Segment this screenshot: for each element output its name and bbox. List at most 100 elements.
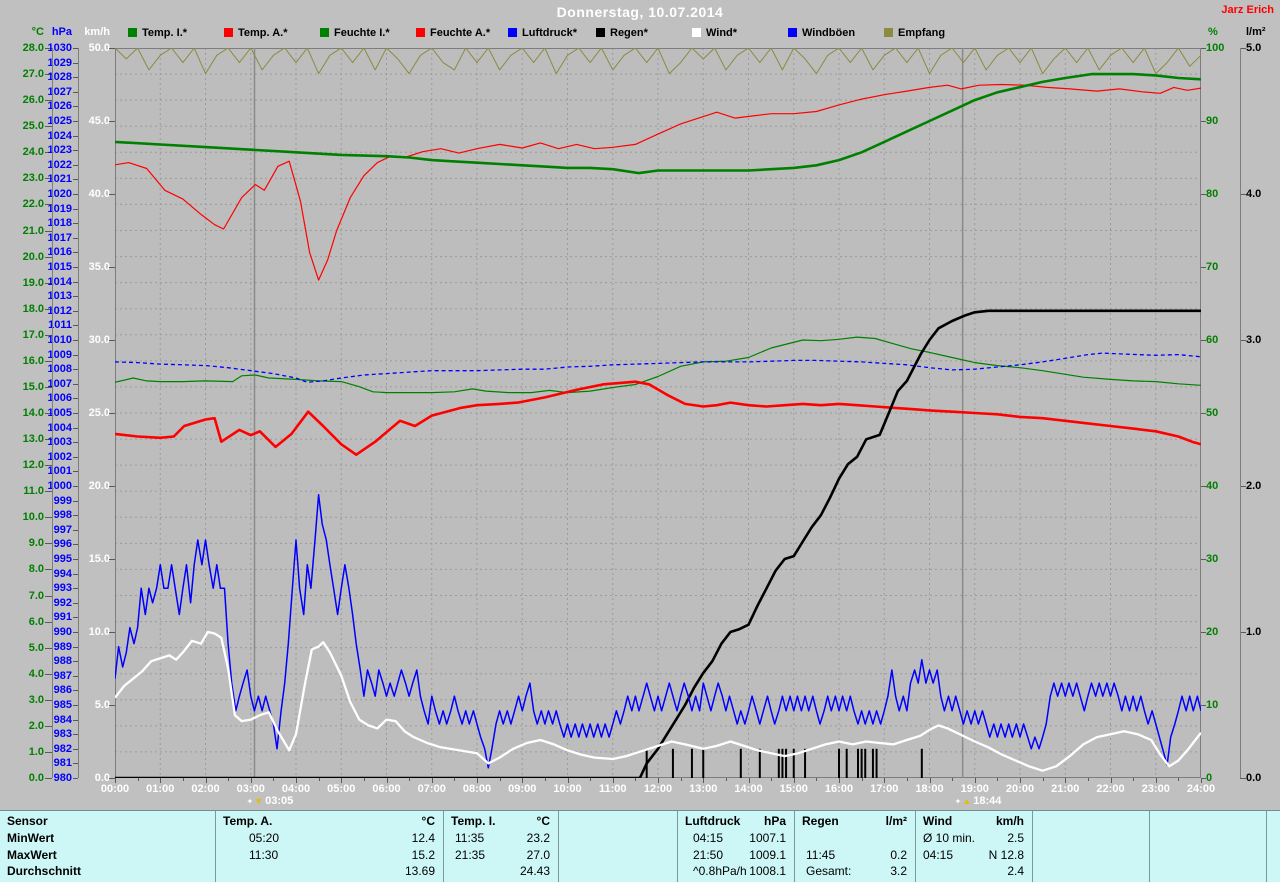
tickmark-hpa [73, 690, 78, 692]
x-tickmark [160, 778, 162, 783]
tick-lm2: 1.0 [1246, 626, 1262, 638]
table-cell-time: 11:35 [455, 831, 485, 845]
tickmark-hpa [73, 267, 78, 268]
tickmark-kmh [109, 486, 115, 487]
x-tickmark [1178, 778, 1180, 781]
tickmark-degc [45, 725, 52, 727]
tick-hpa: 1001 [47, 465, 72, 478]
tick-degc: 0.0 [28, 772, 44, 784]
tick-hpa: 989 [53, 640, 72, 653]
legend-item-wind-: Wind* [692, 27, 737, 39]
tick-hpa: 1026 [47, 100, 72, 113]
tick-pct: 90 [1206, 115, 1219, 127]
x-tickmark [635, 778, 637, 781]
legend-swatch-blue [788, 28, 797, 37]
tick-hpa: 1030 [47, 42, 72, 54]
x-tick-label: 01:00 [146, 783, 175, 795]
tickmark-hpa [73, 223, 78, 225]
tick-degc: 1.0 [28, 745, 44, 758]
x-tick-label: 03:00 [236, 783, 265, 795]
table-row-label: Durchschnitt [7, 864, 82, 878]
tick-hpa: 988 [53, 655, 72, 668]
x-tickmark [1155, 778, 1157, 783]
legend-item-temp-i-: Temp. I.* [128, 27, 187, 39]
tickmark-degc [45, 439, 52, 441]
tick-kmh: 50.0 [88, 42, 110, 54]
tick-degc: 28.0 [22, 42, 44, 54]
legend-swatch-black [596, 28, 605, 37]
x-tickmark [590, 778, 592, 781]
tick-hpa: 1002 [47, 450, 72, 463]
series-regen [115, 309, 1201, 778]
x-tick-label: 12:00 [643, 783, 673, 795]
tickmark-pct [1201, 340, 1206, 341]
tickmark-kmh [109, 48, 115, 49]
tickmark-hpa [73, 734, 78, 736]
x-tickmark [273, 778, 275, 781]
x-tickmark [363, 778, 365, 781]
table-cell-value: 2.5 [1007, 831, 1024, 845]
tick-hpa: 1022 [47, 158, 72, 171]
tick-kmh: 35.0 [88, 261, 110, 273]
series-feuchte-a- [115, 83, 1201, 281]
tickmark-degc [45, 647, 52, 649]
tick-kmh: 40.0 [88, 188, 110, 200]
tick-pct: 20 [1206, 626, 1219, 638]
tickmark-kmh [109, 267, 115, 268]
x-tick-label: 14:00 [734, 783, 763, 795]
tickmark-pct [1201, 194, 1206, 195]
legend-label: Feuchte I.* [334, 27, 390, 39]
tick-degc: 8.0 [28, 563, 44, 576]
user-watermark: Jarz Erich [1221, 4, 1274, 16]
legend-label: Empfang [898, 27, 946, 39]
x-tickmark [567, 778, 569, 783]
tickmark-hpa [73, 442, 78, 444]
x-tickmark [884, 778, 886, 783]
axis-unit-right-1: l/m² [1246, 26, 1266, 38]
x-tickmark [793, 778, 795, 783]
tick-hpa: 1025 [47, 115, 72, 127]
axis-unit-C: °C [31, 26, 44, 38]
tick-pct: 100 [1206, 42, 1225, 54]
x-tickmark [137, 778, 139, 781]
series-empfang [115, 48, 1201, 75]
chart-plot-area[interactable] [115, 48, 1201, 778]
tickmark-hpa [73, 427, 78, 429]
tick-degc: 26.0 [22, 94, 44, 107]
tick-hpa: 986 [53, 684, 72, 697]
sunset-icon: ✦ [954, 797, 962, 806]
table-cell-time: Ø 10 min. [923, 831, 976, 845]
page-title: Donnerstag, 10.07.2014 [556, 4, 724, 20]
table-section-unit: °C [421, 814, 435, 828]
tick-hpa: 993 [53, 582, 72, 595]
table-row-label: MinWert [7, 831, 55, 845]
axis-line [52, 48, 53, 778]
legend-label: Wind* [706, 27, 738, 39]
tickmark-degc [45, 413, 52, 414]
axis-unit-hPa: hPa [51, 26, 72, 38]
tickmark-pct [1201, 413, 1206, 414]
table-cell-time: 11:45 [806, 848, 836, 862]
table-separator [1032, 811, 1033, 882]
tickmark-lm2 [1240, 632, 1246, 633]
tickmark-degc [45, 543, 52, 545]
tickmark-degc [45, 360, 52, 362]
tick-degc: 9.0 [28, 537, 44, 550]
tick-hpa: 1016 [47, 246, 72, 259]
statistics-table: Sensor MinWert MaxWert Durchschnitt Temp. A.… [0, 810, 1280, 882]
tickmark-hpa [73, 632, 78, 633]
tick-hpa: 992 [53, 596, 72, 609]
tickmark-hpa [73, 456, 78, 458]
tickmark-hpa [73, 398, 78, 400]
tickmark-hpa [73, 763, 78, 765]
x-tickmark [1065, 778, 1067, 783]
x-tickmark [658, 778, 659, 783]
tickmark-degc [45, 517, 52, 519]
tick-degc: 22.0 [22, 198, 44, 211]
tick-hpa: 987 [53, 669, 72, 682]
x-tickmark [997, 778, 999, 781]
x-tick-label: 08:00 [462, 783, 492, 795]
x-tick-label: 13:00 [689, 783, 718, 795]
tickmark-hpa [73, 354, 78, 356]
